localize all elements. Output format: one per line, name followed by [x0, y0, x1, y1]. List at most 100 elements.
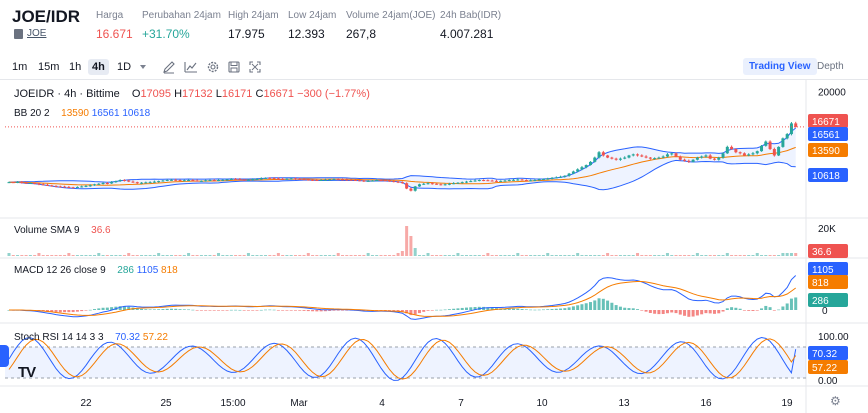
volume-bar: [678, 255, 682, 256]
volume-bar: [84, 255, 88, 256]
volume-bar: [255, 255, 259, 256]
macd-hist-bar: [623, 307, 627, 310]
volume-bar: [349, 255, 353, 256]
chart-settings-icon[interactable]: ⚙: [830, 394, 841, 408]
macd-hist-bar: [452, 308, 456, 310]
volume-bar: [691, 255, 695, 256]
candle-body: [567, 173, 571, 176]
macd-hist-bar: [101, 307, 105, 310]
candle-body: [315, 180, 319, 182]
volume-bar: [388, 255, 392, 256]
candle-body: [747, 154, 751, 156]
volume-bar: [550, 255, 554, 256]
candle-body: [383, 180, 387, 182]
chart-canvas[interactable]: 200001667116561135901061820K36.601105818…: [0, 80, 868, 413]
volume-bar: [311, 255, 315, 256]
volume-bar: [229, 255, 233, 256]
candle-body: [661, 156, 665, 158]
candle-body: [460, 182, 464, 184]
chevron-down-icon[interactable]: [136, 60, 150, 74]
volume-bar: [426, 253, 430, 256]
volume-bar: [623, 255, 627, 256]
volume-bar: [576, 253, 580, 256]
tab-trading-view[interactable]: Trading View: [743, 58, 817, 75]
candle-body: [559, 176, 563, 178]
macd-hist-bar: [67, 310, 71, 313]
volume-bar: [93, 255, 97, 256]
timeframe-4h[interactable]: 4h: [88, 59, 109, 75]
candle-body: [238, 179, 242, 181]
macd-hist-bar: [332, 310, 336, 311]
volume-bar: [456, 253, 460, 256]
stoch-name: Stoch RSI 14 14 3 3: [14, 332, 104, 343]
coin-link[interactable]: JOE: [14, 28, 46, 39]
volume-bar: [20, 255, 24, 256]
candle-body: [396, 181, 400, 183]
volume-bar: [259, 255, 263, 256]
macd-hist-bar: [71, 310, 75, 313]
candle-body: [41, 184, 45, 186]
indicator-icon[interactable]: [184, 60, 198, 74]
coin-label[interactable]: JOE: [27, 28, 47, 39]
volume-bar: [417, 255, 421, 256]
candle-body: [11, 182, 15, 184]
save-icon[interactable]: [227, 60, 241, 74]
volume-bar: [11, 255, 15, 256]
trading-chart[interactable]: 20000 16671 16561 13590 10618 20K 36.6 0 1105 818…: [0, 80, 868, 413]
macd-hist-bar: [490, 307, 494, 310]
tab-depth[interactable]: Depth: [817, 61, 844, 72]
candle-body: [45, 184, 49, 186]
candle-body: [533, 180, 537, 182]
macd-hist-bar: [88, 309, 92, 311]
timeframe-1h[interactable]: 1h: [69, 61, 82, 73]
candle-body: [251, 179, 255, 181]
candle-body: [268, 177, 272, 179]
candle-body: [225, 179, 229, 181]
volume-bar: [165, 255, 169, 256]
bb-lower-value: 10618: [122, 108, 151, 119]
volume-bar: [148, 255, 152, 256]
candle-body: [456, 182, 460, 184]
volume-bar: [293, 255, 297, 256]
volume-bar: [169, 255, 173, 256]
timeframe-15m[interactable]: 15m: [38, 61, 60, 73]
volume-bar: [695, 253, 699, 256]
volume-bar: [606, 253, 610, 256]
candle-body: [465, 181, 468, 183]
candle-body: [443, 184, 447, 186]
timeframe-1d[interactable]: 1D: [117, 61, 132, 73]
macd-hist-bar: [760, 308, 764, 310]
candle-body: [576, 169, 580, 172]
volume-bar: [747, 255, 751, 256]
candle-body: [135, 182, 139, 184]
volume-bar: [353, 255, 357, 256]
volume-bar: [174, 255, 178, 256]
volume-bar: [358, 255, 362, 256]
fullscreen-icon[interactable]: [248, 60, 262, 74]
volume-bar: [127, 253, 131, 256]
volume-bar: [477, 255, 481, 256]
volume-bar: [289, 255, 293, 256]
draw-icon[interactable]: [162, 60, 176, 74]
settings-icon[interactable]: [206, 60, 220, 74]
candle-body: [118, 180, 122, 182]
candle-body: [80, 186, 84, 188]
macd-hist-bar: [122, 306, 126, 310]
candle-body: [311, 179, 315, 181]
macd-histogram: [7, 297, 798, 317]
candle-body: [571, 171, 575, 174]
volume-bar: [16, 255, 20, 256]
candle-body: [366, 180, 370, 182]
timeframe-1m[interactable]: 1m: [12, 61, 28, 73]
macd-hist-bar: [785, 303, 789, 310]
macd-hist-bar: [362, 310, 366, 312]
candle-body: [246, 179, 250, 181]
candle-body: [242, 179, 246, 181]
chart-side-tab[interactable]: [0, 345, 9, 367]
time-tick-8: 16: [700, 398, 712, 409]
macd-hist-bar: [217, 310, 221, 311]
macd-hist-bar: [144, 309, 148, 310]
macd-hist-bar: [272, 309, 276, 311]
volume-bar: [580, 255, 584, 256]
macd-hist-bar: [58, 310, 62, 313]
